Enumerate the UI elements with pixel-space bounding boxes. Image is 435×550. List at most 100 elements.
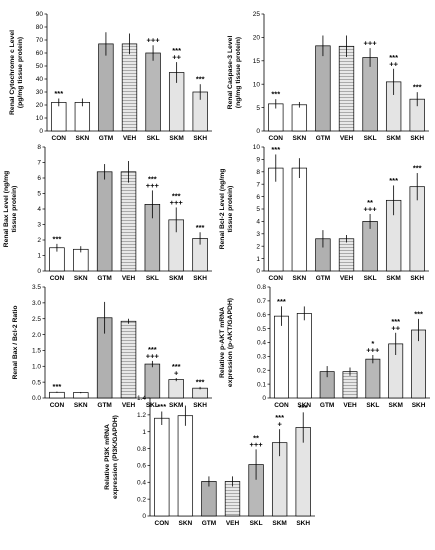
y-tick-label: 0.1	[257, 381, 266, 388]
y-tick-label: 90	[36, 11, 44, 18]
x-category-label: SKM	[272, 520, 286, 527]
x-category-label: GTM	[97, 402, 111, 409]
bar-veh	[120, 320, 137, 399]
significance-marker: ***	[172, 46, 181, 55]
significance-marker: ++	[389, 59, 398, 68]
bar-con	[51, 102, 67, 132]
bar-skn	[73, 392, 89, 399]
x-category-label: SKN	[74, 275, 88, 282]
significance-marker: ***	[148, 174, 157, 183]
bar-con	[49, 391, 65, 399]
y-tick-label: 0.2	[137, 496, 146, 503]
y-tick-label: 8	[37, 144, 41, 151]
significance-marker: +	[174, 369, 179, 378]
x-category-label: SKM	[169, 402, 183, 409]
x-category-label: GTM	[99, 135, 113, 142]
significance-marker: ***	[413, 83, 422, 92]
significance-marker: ***	[54, 89, 63, 98]
x-category-label: CON	[50, 402, 65, 409]
x-category-label: VEH	[122, 402, 136, 409]
panel-caspase-3: 0 5 10 15 20 25 Renal Caspase-3 Level(ng/mg ti…	[227, 11, 429, 142]
bar-skl	[365, 358, 381, 399]
panel-bax-bcl2-ratio: 0.0 0.5 1.0 1.5 2.0 2.5 3.0 3.5 Renal Bax / Bcl-…	[12, 284, 212, 409]
y-tick-label: 20	[36, 102, 44, 109]
y-tick-label: 7	[37, 160, 41, 167]
y-tick-label: 0.4	[137, 479, 146, 486]
y-tick-label: 2	[256, 243, 260, 250]
x-category-label: SKL	[146, 275, 159, 282]
significance-marker: +++	[366, 345, 380, 354]
significance-marker: ***	[277, 297, 286, 306]
y-axis-label-line: Relative PI3K mRNA	[104, 424, 111, 490]
bar-skn	[73, 248, 89, 272]
significance-marker: ***	[196, 223, 205, 232]
y-tick-label: 1.0	[32, 363, 41, 370]
y-axis-label-line: Relative p-AKT mRNA	[219, 307, 226, 378]
y-tick-label: 3.5	[32, 284, 41, 291]
y-axis-label-line: Renal Bax Level (ng/mg	[3, 171, 10, 248]
y-tick-label: 3	[256, 231, 260, 238]
y-axis-label-line: Renal Caspase-3 Level	[227, 36, 234, 110]
y-axis-label-line: Renal Cytochrome c Level	[9, 30, 16, 115]
y-tick-label: 1	[142, 429, 146, 436]
bar-skh	[192, 387, 208, 399]
x-category-label: SKM	[386, 275, 400, 282]
bar-veh	[224, 481, 241, 517]
bar-gtm	[96, 171, 113, 272]
significance-marker: ***	[172, 362, 181, 371]
significance-marker: +++	[146, 351, 160, 360]
bar-gtm	[201, 481, 217, 517]
y-tick-label: 25	[253, 11, 261, 18]
y-axis-label: Renal Bax Level (ng/mgtissue protein)	[3, 171, 18, 248]
y-tick-label: 3	[37, 222, 41, 229]
y-axis-label: Relative p-AKT mRNAexpression (p-AKT/GAP…	[219, 298, 234, 387]
y-axis-label-line: tissue protein)	[227, 186, 234, 233]
y-tick-label: 0	[256, 128, 260, 135]
y-tick-label: 1.2	[137, 412, 146, 419]
significance-marker: +++	[147, 36, 161, 45]
y-axis-label-line: Renal Bax / Bcl-2 Ratio	[12, 305, 19, 379]
y-tick-label: 3.0	[32, 300, 41, 307]
bar-veh	[121, 43, 138, 132]
y-axis-label-line: expression (PI3K/GAPDH)	[112, 415, 119, 499]
y-tick-label: 60	[36, 50, 44, 57]
bar-skm	[168, 379, 184, 399]
x-category-label: SKN	[178, 520, 192, 527]
significance-marker: +	[277, 420, 282, 429]
x-category-label: SKM	[388, 402, 402, 409]
y-axis-label: Relative PI3K mRNAexpression (PI3K/GAPDH…	[104, 415, 119, 499]
y-tick-label: 2.0	[32, 332, 41, 339]
x-category-label: CON	[50, 275, 65, 282]
x-category-label: SKL	[364, 135, 377, 142]
x-category-label: CON	[274, 402, 289, 409]
x-category-label: GTM	[316, 135, 330, 142]
x-category-label: SKM	[169, 275, 183, 282]
bar-gtm	[315, 45, 331, 132]
y-tick-label: 0	[262, 395, 266, 402]
y-tick-label: 5	[37, 191, 41, 198]
y-tick-label: 6	[37, 175, 41, 182]
y-tick-label: 0.8	[257, 284, 266, 291]
x-category-label: VEH	[340, 275, 354, 282]
significance-marker: ***	[414, 309, 423, 318]
x-category-label: SKM	[386, 135, 400, 142]
bar-veh	[120, 171, 137, 272]
significance-marker: ***	[271, 145, 280, 154]
panel-bcl-2: 0 1 2 3 4 5 6 7 8 9 10 Renal Bcl-2 Level (ng/mgtiss…	[219, 144, 429, 282]
panel-p-akt-mrna: 0 0.1 0.2 0.3 0.4 0.5 0.6 0.7 0.8 Relative p-AKT …	[219, 284, 430, 409]
panel-cytochrome-c: 0 10 20 30 40 50 60 70 80 90 Renal Cytochrome c Le…	[9, 11, 212, 142]
y-tick-label: 0.3	[257, 354, 266, 361]
significance-marker: +++	[250, 440, 264, 449]
x-category-label: VEH	[226, 520, 240, 527]
bar-veh	[338, 45, 355, 132]
y-tick-label: 30	[36, 89, 44, 96]
x-category-label: CON	[52, 135, 67, 142]
bar-con	[154, 417, 170, 517]
significance-marker: **	[253, 433, 259, 442]
y-axis-label-line: (pg/mg tissue protein)	[17, 37, 24, 108]
y-tick-label: 5	[256, 206, 260, 213]
x-category-label: SKN	[292, 275, 306, 282]
x-category-label: SKH	[193, 402, 207, 409]
y-tick-label: 0.6	[137, 463, 146, 470]
bar-gtm	[98, 43, 114, 132]
